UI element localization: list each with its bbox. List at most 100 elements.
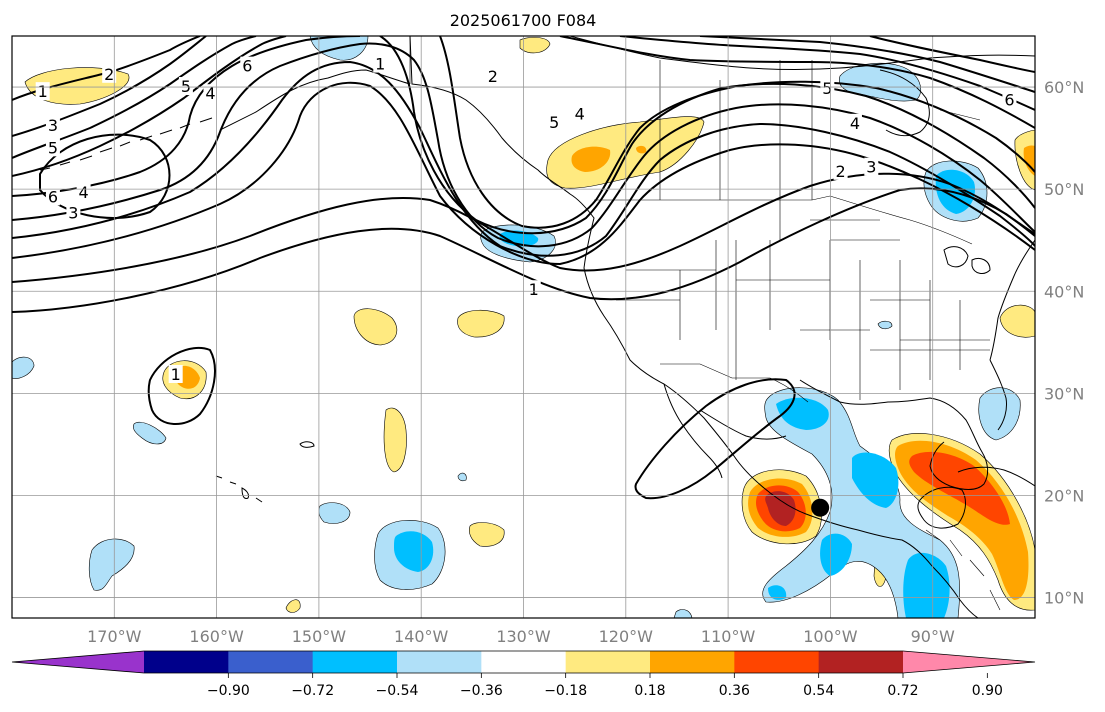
colorbar-label: 0.54: [803, 683, 834, 699]
lon-tick-label: 130°W: [496, 627, 551, 646]
contour-label: 4: [575, 105, 585, 124]
contour-label: 6: [1004, 90, 1014, 109]
contour-label-bg: [373, 54, 388, 73]
mexico-inland-coast: [699, 409, 787, 440]
contour-label: 5: [549, 113, 559, 132]
contour-label: 1: [38, 82, 48, 101]
contour-label-bg: [820, 79, 835, 98]
colorbar-extend-high: [903, 651, 1035, 673]
contour-label: 2: [104, 65, 114, 84]
colorbar-segment: [818, 651, 904, 673]
contour-label-bg: [45, 187, 60, 206]
contour-label: 4: [79, 183, 89, 202]
contour-label-bg: [847, 113, 862, 132]
baja-california: [663, 383, 723, 479]
east-coast: [989, 239, 1035, 361]
shade-negative: [132, 421, 167, 445]
shade-negative: [768, 585, 787, 600]
hawaii: [215, 441, 315, 503]
yucatan: [917, 486, 966, 529]
shade-negative: [852, 452, 899, 508]
colorbar-label: 0.90: [972, 683, 1003, 699]
gridlines: [12, 36, 1035, 618]
shade-positive: [469, 522, 505, 547]
contour-label: 4: [850, 114, 860, 133]
latitude-labels: 60°N 50°N 40°N 30°N 20°N 10°N: [1044, 78, 1084, 608]
lon-tick-label: 170°W: [87, 627, 142, 646]
lat-tick-label: 50°N: [1044, 180, 1084, 199]
contour-label: 5: [48, 138, 58, 157]
contour-line: [559, 36, 1035, 129]
contour-label-bg: [45, 115, 60, 134]
shade-positive: [285, 599, 301, 613]
contour-label-bg: [102, 64, 117, 83]
contour-line: [12, 36, 287, 177]
colorbar-segment: [228, 651, 314, 673]
colorbar-label: −0.18: [544, 683, 587, 699]
canada-provinces: [659, 60, 981, 200]
contour-label-bg: [240, 56, 255, 75]
shade-positive: [765, 491, 796, 526]
lat-tick-label: 40°N: [1044, 282, 1084, 301]
shade-negative: [877, 320, 893, 330]
shade-negative: [820, 533, 852, 576]
contour-label-bg: [547, 112, 562, 131]
shade-negative: [457, 472, 467, 482]
contour-label: 2: [836, 162, 846, 181]
colorbar-label: 0.72: [887, 683, 918, 699]
contour-label-bg: [864, 157, 879, 176]
colorbar-segment: [650, 651, 735, 673]
contour-label: 6: [48, 187, 58, 206]
colorbar-segment: [565, 651, 651, 673]
colorbar-label: 0.36: [719, 683, 750, 699]
lon-tick-label: 120°W: [599, 627, 654, 646]
coastlines: [39, 36, 1035, 618]
colorbar-label: −0.90: [207, 683, 250, 699]
colorbar-label: −0.72: [291, 683, 334, 699]
great-lakes: [943, 246, 991, 274]
contour-label: 1: [171, 365, 181, 384]
lat-tick-label: 30°N: [1044, 384, 1084, 403]
shade-negative: [978, 387, 1021, 441]
shade-positive: [999, 304, 1035, 338]
contour-label-bg: [168, 364, 183, 383]
contour-line: [12, 36, 361, 197]
colorbar-label: 0.18: [634, 683, 665, 699]
gulf-of-mexico-coast: [799, 379, 989, 490]
contour-label-bg: [485, 66, 500, 85]
longitude-labels: 170°W 160°W 150°W 140°W 130°W 120°W 110°W 100°W…: [87, 627, 955, 646]
colorbar: −0.90 −0.72 −0.54 −0.36 −0.18 0.18 0.36 0.54 0.7…: [11, 650, 1036, 699]
contour-label-bg: [178, 77, 193, 96]
shade-positive: [353, 308, 398, 346]
contour-label-bg: [66, 203, 81, 222]
contour-label-bg: [76, 183, 91, 202]
alaska-coast: [219, 69, 411, 131]
colorbar-outline: [11, 650, 1036, 674]
hudson-bay: [879, 69, 930, 137]
contour-line: [379, 36, 1035, 235]
contour-label: 4: [205, 84, 215, 103]
colorbar-segment: [397, 651, 482, 673]
shade-positive: [519, 37, 551, 54]
contour-label: 2: [488, 67, 498, 86]
us-states: [616, 200, 990, 400]
florida-coast: [989, 359, 1007, 431]
us-mexico-border: [660, 363, 809, 403]
lon-tick-label: 110°W: [701, 627, 756, 646]
lon-tick-label: 150°W: [292, 627, 347, 646]
colorbar-segment: [312, 651, 398, 673]
contour-line: [619, 36, 1035, 111]
shade-negative: [903, 552, 950, 618]
contour-label: 3: [68, 204, 78, 223]
contour-line: [869, 36, 1035, 73]
contour-label: 5: [181, 77, 191, 96]
canada-arctic: [569, 36, 1035, 70]
lon-tick-label: 90°W: [911, 627, 955, 646]
contour-line: [634, 378, 796, 500]
shade-positive: [457, 309, 505, 338]
us-canada-border: [594, 195, 973, 245]
contour-label: 3: [48, 116, 58, 135]
colorbar-label: −0.54: [376, 683, 419, 699]
